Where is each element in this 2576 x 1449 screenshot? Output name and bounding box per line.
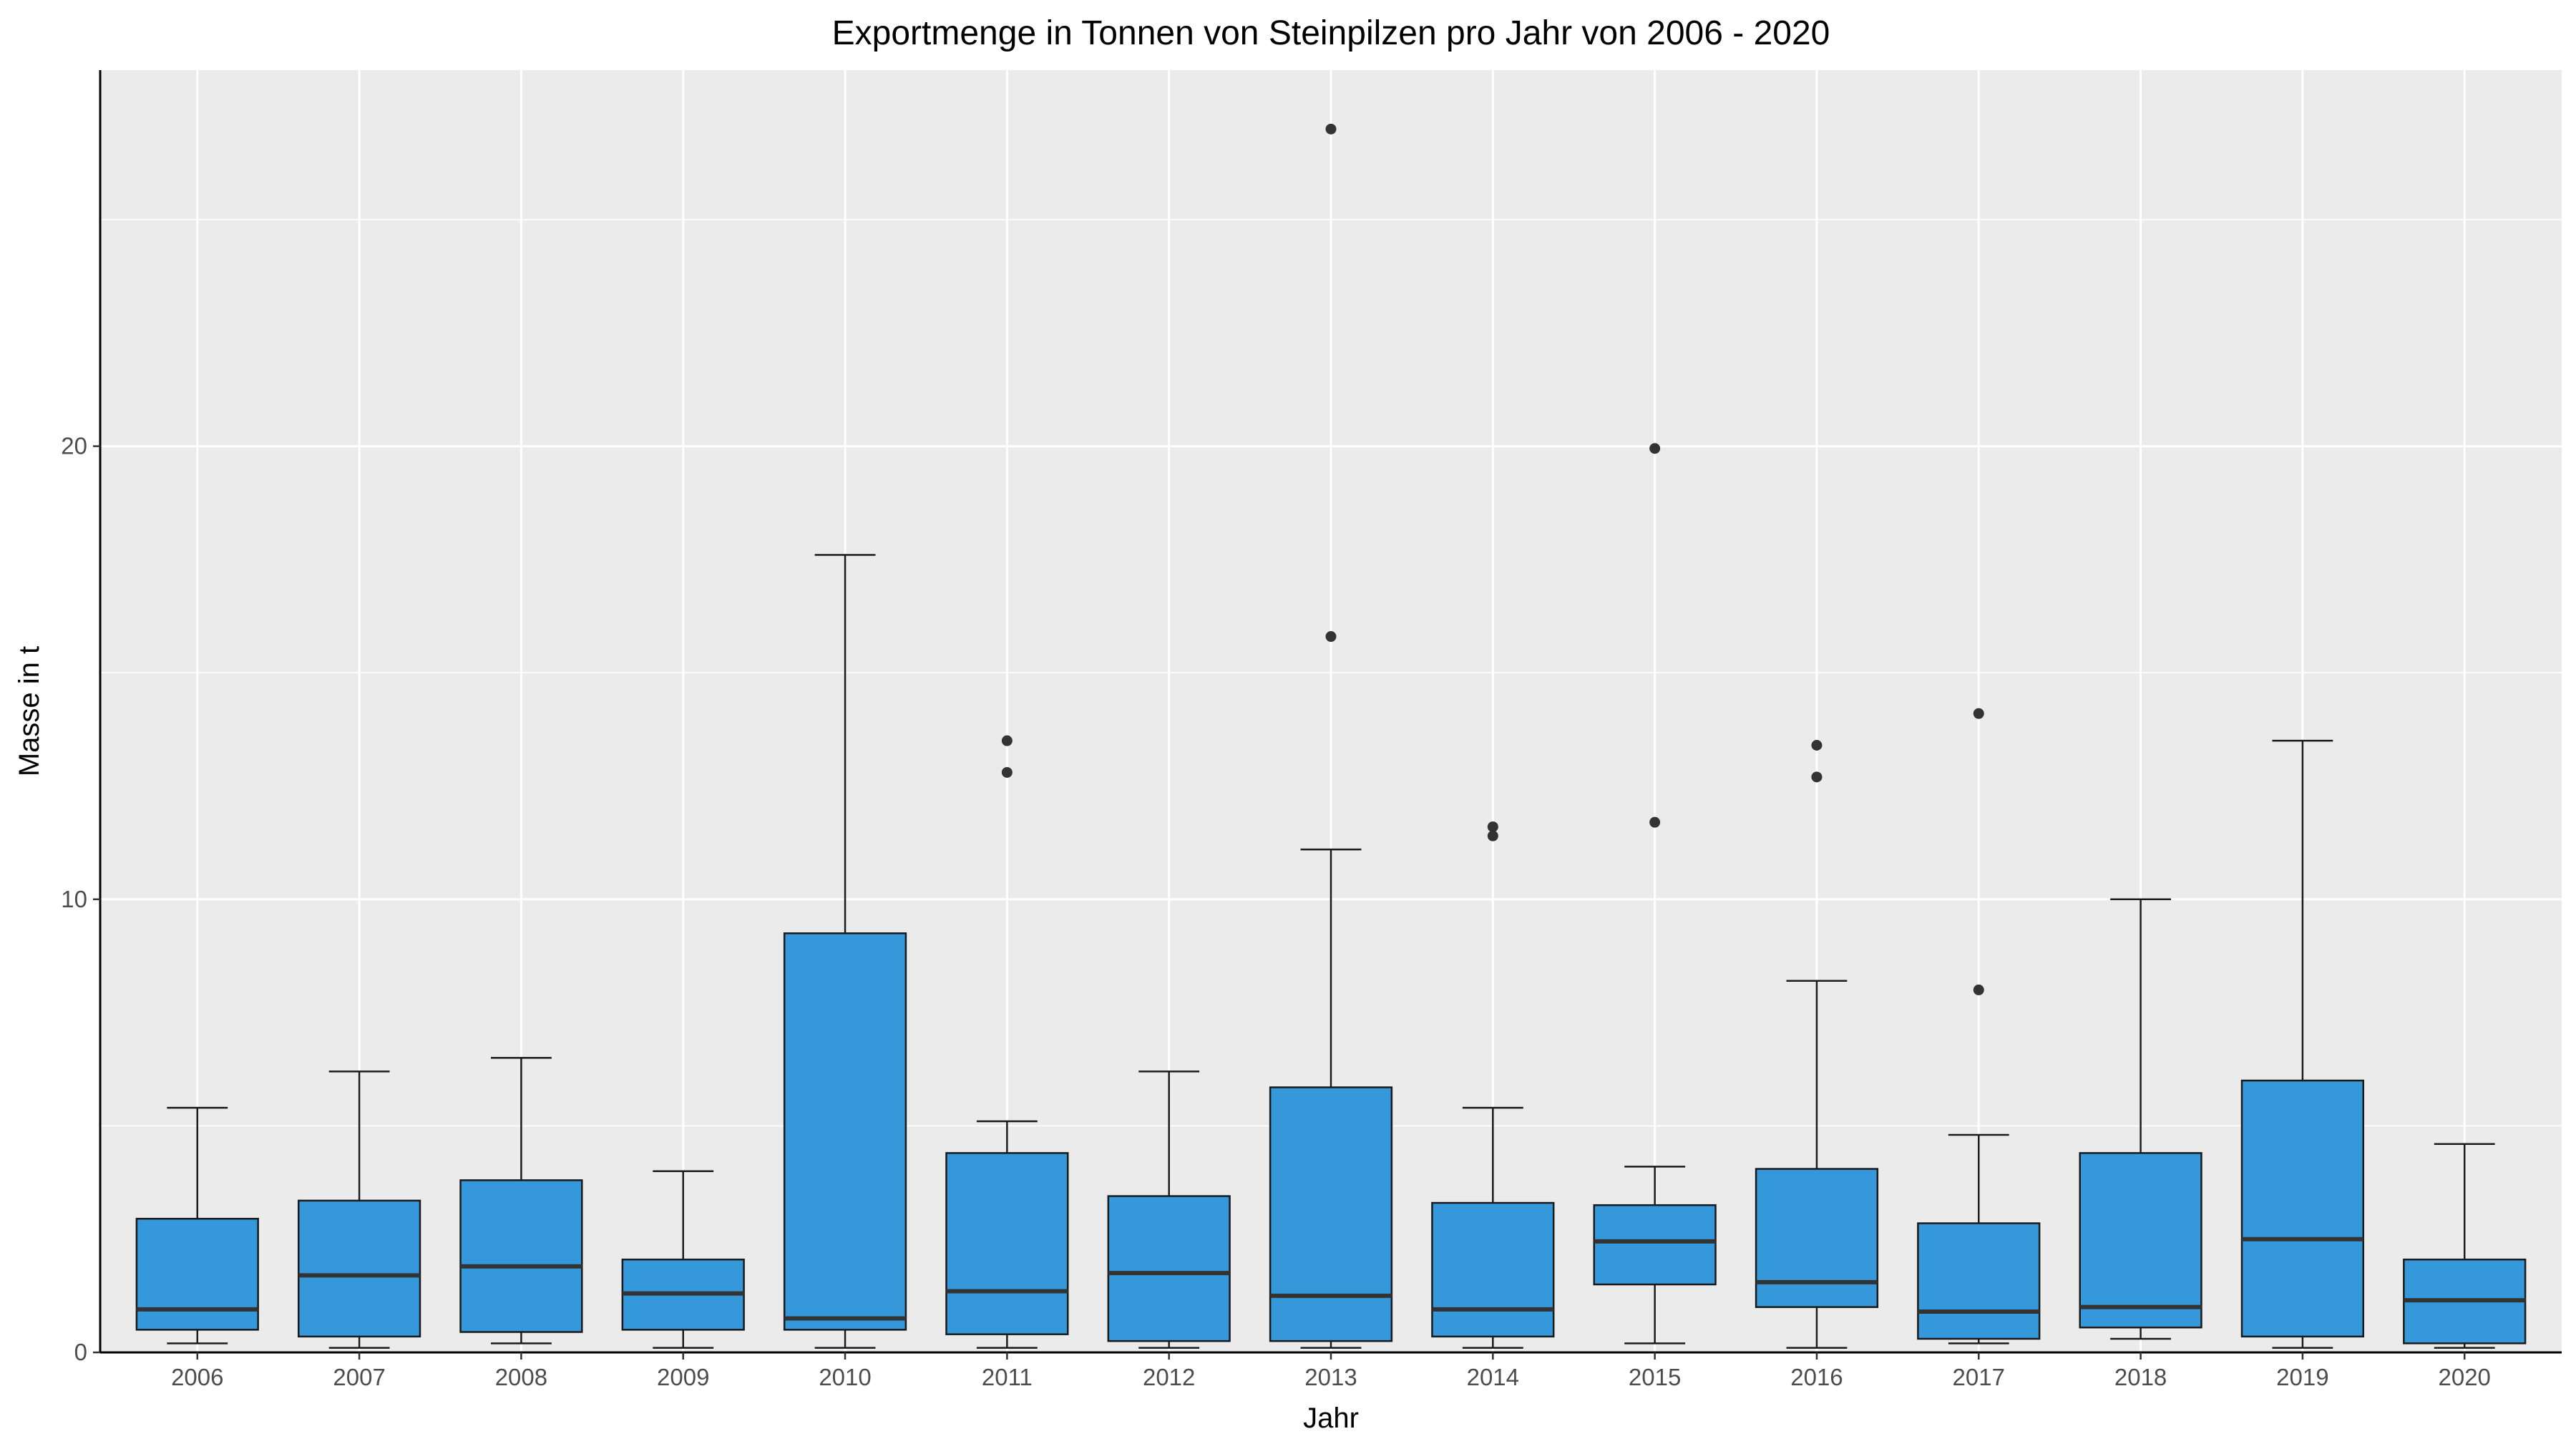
box-iqr — [135, 1217, 259, 1331]
box-2011 — [945, 735, 1069, 1349]
outlier-point — [1325, 123, 1337, 135]
box-2019 — [2240, 739, 2365, 1349]
x-tick-label: 2020 — [2438, 1364, 2490, 1390]
box-2015 — [1593, 443, 1717, 1345]
box-iqr — [1431, 1201, 1555, 1338]
box-iqr — [2079, 1152, 2202, 1329]
box-2014 — [1431, 821, 1555, 1349]
box-iqr — [1107, 1195, 1231, 1342]
y-tick-label: 10 — [61, 886, 87, 912]
box-2010 — [783, 554, 907, 1349]
outlier-point — [1973, 708, 1984, 719]
box-iqr — [783, 932, 907, 1331]
x-tick-label: 2011 — [982, 1364, 1033, 1390]
box-iqr — [1593, 1204, 1717, 1286]
box-2008 — [459, 1057, 583, 1345]
outlier-point — [1001, 766, 1013, 778]
y-axis-title: Masse in t — [14, 646, 45, 776]
y-axis-ticks: 0 10 20 — [61, 433, 100, 1365]
x-tick-label: 2009 — [657, 1364, 709, 1390]
box-2013 — [1269, 123, 1393, 1349]
x-tick-label: 2008 — [495, 1364, 547, 1390]
outlier-point — [1487, 830, 1498, 841]
box-iqr — [459, 1179, 583, 1333]
outlier-point — [1001, 735, 1013, 746]
box-iqr — [297, 1199, 421, 1338]
box-iqr — [2240, 1079, 2365, 1338]
outlier-point — [1811, 771, 1823, 783]
x-tick-label: 2019 — [2276, 1364, 2328, 1390]
x-tick-label: 2016 — [1790, 1364, 1843, 1390]
x-tick-label: 2017 — [1953, 1364, 2005, 1390]
box-iqr — [945, 1152, 1069, 1335]
box-2017 — [1917, 708, 2041, 1345]
box-2018 — [2079, 898, 2202, 1340]
box-iqr — [1269, 1086, 1393, 1342]
y-tick-label: 20 — [61, 433, 87, 459]
chart-title: Exportmenge in Tonnen von Steinpilzen pr… — [832, 14, 1830, 52]
box-2006 — [135, 1106, 259, 1345]
box-2009 — [621, 1170, 745, 1349]
box-2012 — [1107, 1070, 1231, 1349]
outlier-point — [1487, 821, 1498, 832]
x-tick-label: 2012 — [1143, 1364, 1195, 1390]
outlier-point — [1973, 984, 1984, 995]
box-2007 — [297, 1070, 421, 1349]
x-tick-label: 2010 — [819, 1364, 871, 1390]
x-tick-label: 2014 — [1467, 1364, 1519, 1390]
box-iqr — [1755, 1168, 1879, 1308]
x-tick-label: 2006 — [171, 1364, 223, 1390]
x-tick-label: 2013 — [1304, 1364, 1357, 1390]
y-tick-label: 0 — [74, 1339, 87, 1365]
x-axis-title: Jahr — [1303, 1402, 1359, 1434]
x-tick-label: 2007 — [333, 1364, 385, 1390]
outlier-point — [1811, 739, 1823, 751]
box-iqr — [1917, 1222, 2041, 1340]
outlier-point — [1325, 631, 1337, 643]
box-2020 — [2403, 1143, 2527, 1349]
x-tick-label: 2015 — [1629, 1364, 1681, 1390]
x-tick-label: 2018 — [2114, 1364, 2167, 1390]
box-2016 — [1755, 739, 1879, 1349]
boxplot-series — [135, 123, 2527, 1349]
outlier-point — [1649, 443, 1661, 454]
x-axis-ticks: 2006 2007 2008 2009 2010 2011 2012 2013 2014 2015… — [171, 1352, 2491, 1390]
outlier-point — [1649, 816, 1661, 828]
